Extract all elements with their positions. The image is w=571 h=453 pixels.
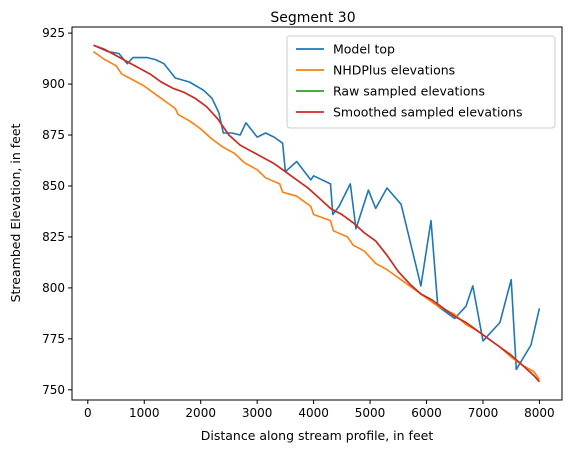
series-line-nhdplus-elevations xyxy=(93,50,541,381)
legend-entry: Model top xyxy=(333,42,395,57)
x-tick-label: 7000 xyxy=(468,406,499,420)
plot-area xyxy=(93,44,541,383)
y-tick-label: 925 xyxy=(42,26,65,40)
x-tick-label: 6000 xyxy=(411,406,442,420)
x-axis-label: Distance along stream profile, in feet xyxy=(201,428,434,443)
legend-entry: Raw sampled elevations xyxy=(333,84,485,99)
x-tick-label: 8000 xyxy=(524,406,555,420)
plot-frame xyxy=(71,26,563,401)
x-tick-label: 4000 xyxy=(298,406,329,420)
series-line-smoothed-sampled-elevations xyxy=(93,44,540,383)
y-tick-label: 775 xyxy=(42,332,65,346)
y-axis: 750 775 800 825 850 875 900 925 xyxy=(42,26,72,397)
legend-box xyxy=(286,35,556,129)
series-line-model-top xyxy=(93,44,541,371)
x-tick-label: 0 xyxy=(84,406,92,420)
y-tick-label: 850 xyxy=(42,179,65,193)
y-tick-label: 750 xyxy=(42,383,65,397)
legend-entry: Smoothed sampled elevations xyxy=(333,105,523,120)
legend-entry: NHDPlus elevations xyxy=(333,63,455,78)
y-tick-label: 825 xyxy=(42,230,65,244)
legend: Model top NHDPlus elevations Raw sampled e… xyxy=(286,35,556,129)
x-tick-label: 3000 xyxy=(242,406,273,420)
x-axis: 0 1000 2000 3000 4000 5000 6000 7000 8000 xyxy=(84,400,555,420)
x-tick-label: 2000 xyxy=(185,406,216,420)
y-tick-label: 800 xyxy=(42,281,65,295)
x-tick-label: 5000 xyxy=(355,406,386,420)
x-tick-label: 1000 xyxy=(129,406,160,420)
y-axis-label: Streambed Elevation, in feet xyxy=(8,123,23,302)
chart-title: Segment 30 xyxy=(270,10,355,26)
y-tick-label: 875 xyxy=(42,128,65,142)
y-tick-label: 900 xyxy=(42,77,65,91)
